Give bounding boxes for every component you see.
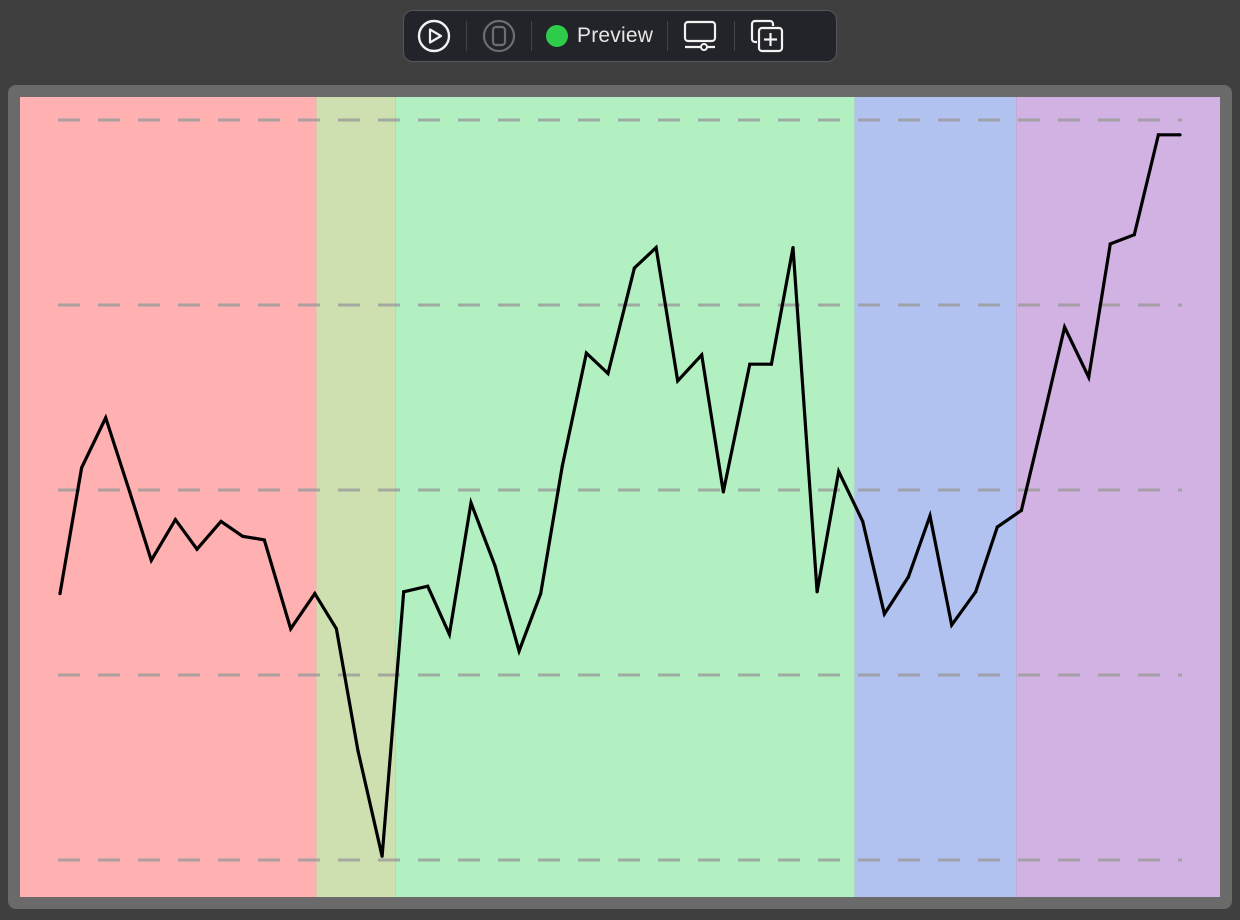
data-point: [128, 490, 132, 494]
toolbar-divider: [466, 21, 467, 51]
data-point: [1132, 233, 1136, 237]
data-point: [104, 416, 108, 420]
data-point: [861, 519, 865, 524]
data-point: [906, 575, 911, 579]
data-point: [1087, 375, 1091, 379]
data-point: [1063, 325, 1067, 329]
data-point: [654, 246, 658, 250]
preview-toolbar: Preview: [403, 10, 837, 62]
chart-band-5: [1016, 97, 1220, 897]
data-point: [769, 362, 774, 366]
toolbar-divider: [531, 21, 532, 51]
data-point: [748, 362, 752, 366]
chart-band-1: [20, 97, 317, 897]
series-line: [58, 133, 1180, 857]
data-point: [493, 564, 497, 568]
chart-band-2: [316, 97, 396, 897]
data-point: [447, 632, 451, 636]
data-point: [791, 246, 795, 250]
data-point: [995, 525, 999, 529]
data-point: [1108, 242, 1112, 246]
data-point: [974, 590, 978, 594]
data-point: [469, 501, 473, 505]
data-point: [262, 538, 266, 542]
data-point: [676, 379, 680, 383]
data-point: [149, 558, 153, 562]
device-icon: [482, 19, 516, 53]
data-point: [815, 590, 819, 594]
data-point: [1156, 133, 1160, 137]
data-point: [1178, 133, 1182, 137]
live-preview-button[interactable]: [416, 16, 452, 56]
display-settings-icon: [683, 20, 717, 51]
preview-label: Preview: [577, 24, 654, 47]
chart-band-3: [395, 97, 855, 897]
preview-mode-button[interactable]: Preview: [546, 16, 653, 56]
duplicate-preview-button[interactable]: [749, 16, 785, 56]
data-point: [837, 469, 841, 474]
data-point: [632, 266, 637, 270]
toolbar-divider: [667, 21, 669, 51]
data-point: [1019, 508, 1023, 512]
play-circle-icon: [417, 19, 451, 53]
data-point: [219, 519, 223, 524]
data-point: [334, 627, 338, 631]
data-point: [241, 534, 245, 538]
data-point: [402, 590, 406, 594]
device-selector-button[interactable]: [481, 16, 517, 56]
data-point: [426, 584, 430, 588]
data-point: [928, 514, 932, 518]
data-point: [80, 466, 84, 470]
status-dot: [546, 25, 568, 47]
chart-band-4: [854, 97, 1017, 897]
toolbar-divider: [734, 21, 736, 51]
data-point: [173, 518, 177, 522]
data-point: [950, 623, 954, 627]
data-point: [700, 353, 704, 357]
data-point: [517, 649, 521, 653]
data-point: [313, 592, 317, 596]
data-point: [721, 490, 725, 494]
data-point: [356, 749, 360, 753]
add-copy-icon: [750, 19, 784, 53]
data-point: [560, 464, 564, 468]
data-point: [882, 612, 886, 616]
data-point: [195, 547, 199, 551]
device-settings-button[interactable]: [682, 16, 720, 56]
data-point: [58, 592, 62, 596]
data-point: [289, 627, 293, 631]
line-chart: [20, 97, 1220, 897]
data-point: [606, 371, 610, 376]
data-point: [380, 854, 384, 858]
data-point: [539, 592, 543, 596]
data-point: [584, 351, 588, 355]
data-point: [1041, 418, 1045, 422]
